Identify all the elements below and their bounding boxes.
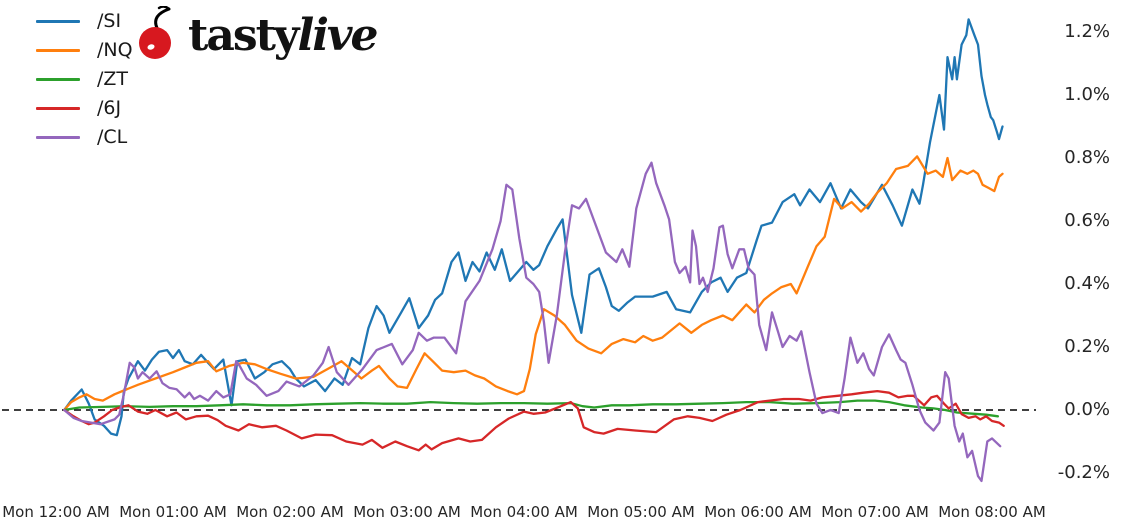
x-tick-label: Mon 05:00 AM [587,503,695,521]
brand-wordmark: tastylive [188,14,379,58]
x-tick-label: Mon 12:00 AM [2,503,110,521]
y-tick-label: -0.2% [1057,462,1110,483]
y-tick-label: 0.0% [1064,399,1110,420]
legend-label-zt: /ZT [97,68,129,90]
x-tick-label: Mon 08:00 AM [938,503,1046,521]
legend-item-cl: /CL [36,123,133,152]
brand-prefix: tasty [188,10,299,61]
series-line-nq [63,155,1004,412]
cherry-icon [139,6,171,59]
cl-line-swatch [36,136,80,139]
y-tick-label: 0.2% [1064,336,1110,357]
x-tick-label: Mon 06:00 AM [704,503,812,521]
series-line-cl [63,161,1002,483]
legend-item-6j: /6J [36,94,133,123]
y-tick-label: 0.4% [1064,273,1110,294]
x-tick-label: Mon 02:00 AM [236,503,344,521]
legend-item-zt: /ZT [36,65,133,94]
legend-label-cl: /CL [97,126,128,148]
legend-item-nq: /NQ [36,36,133,65]
legend-item-si: /SI [36,7,133,36]
x-tick-label: Mon 07:00 AM [821,503,929,521]
series-line-si [63,18,1004,437]
y-tick-label: 1.2% [1064,21,1110,42]
si-line-swatch [36,20,80,23]
series-line-6j [63,389,1005,452]
x-tick-label: Mon 03:00 AM [353,503,461,521]
nq-line-swatch [36,49,80,52]
x-tick-label: Mon 01:00 AM [119,503,227,521]
6j-line-swatch [36,107,80,110]
zt-line-swatch [36,78,80,81]
legend-label-6j: /6J [97,97,122,119]
y-tick-label: 0.8% [1064,147,1110,168]
legend-label-nq: /NQ [97,39,133,61]
y-tick-label: 1.0% [1064,84,1110,105]
x-tick-label: Mon 04:00 AM [470,503,578,521]
brand-suffix: live [297,10,379,61]
tastylive-logo: tastylive [138,6,379,60]
y-tick-label: 0.6% [1064,210,1110,231]
series-line-zt [63,399,1000,418]
legend: /SI /NQ /ZT /6J /CL [36,7,133,152]
legend-label-si: /SI [97,10,122,32]
